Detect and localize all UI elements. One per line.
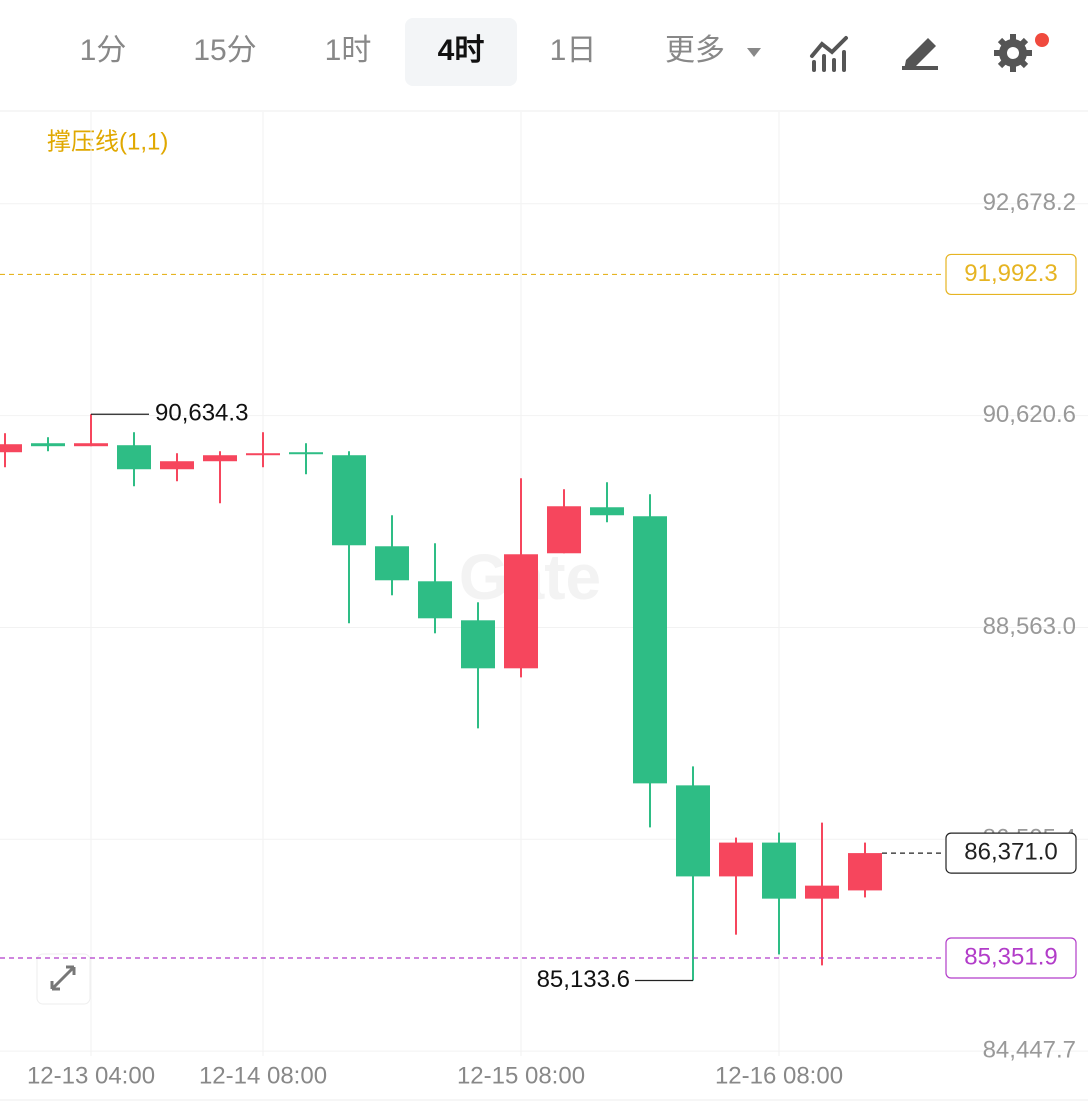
low-label: 85,133.6 [537,966,630,993]
candle-body [461,620,495,669]
expand-button[interactable] [36,953,91,1005]
y-tick-label: 92,678.2 [983,189,1076,216]
x-tick-label: 12-13 04:00 [27,1062,155,1089]
draw-icon[interactable] [902,38,938,70]
candle-body [332,455,366,546]
price-box [945,253,1077,296]
candle-body [418,581,452,619]
toolbar: 1分 15分 1时 4时 1日 更多 [80,18,725,86]
candle-body [762,842,796,899]
x-tick-label: 12-16 08:00 [715,1062,843,1089]
candle-body [31,443,65,447]
interval-tab[interactable]: 15分 [193,34,256,67]
candle-body [0,444,22,453]
y-tick-label: 84,447.7 [983,1036,1076,1063]
candle-body [719,842,753,877]
indicator-icon[interactable] [810,36,848,72]
candle-body [676,785,710,877]
candle-body [547,506,581,554]
candle-body [246,453,280,456]
candle-body [74,443,108,447]
interval-tab[interactable]: 1日 [550,34,597,67]
x-tick-label: 12-14 08:00 [199,1062,327,1089]
dropdown-caret [747,48,761,57]
high-label: 90,634.3 [155,400,248,427]
interval-tab[interactable]: 1分 [80,34,127,67]
price-box [945,832,1077,874]
candle-body [504,554,538,669]
candle-body [289,452,323,455]
settings-icon[interactable] [994,33,1049,72]
selected-tab-bg [405,18,517,86]
y-tick-label: 90,620.6 [983,401,1076,428]
price-box [945,937,1077,979]
candle-body [203,455,237,462]
candle-body [848,853,882,891]
candle-body [590,507,624,516]
price-box-label: 86,371.0 [964,838,1057,865]
candle-body [633,516,667,784]
indicator-label: 撑压线(1,1) [47,128,168,155]
price-box-label: 91,992.3 [964,260,1057,287]
interval-tab[interactable]: 4时 [438,34,485,67]
candle-body [805,885,839,899]
interval-tab[interactable]: 1时 [325,34,372,67]
x-tick-label: 12-15 08:00 [457,1062,585,1089]
more-tab[interactable]: 更多 [665,34,725,67]
candle-body [117,445,151,470]
price-box-label: 85,351.9 [964,943,1057,970]
candle-body [160,461,194,470]
y-tick-label: 88,563.0 [983,613,1076,640]
candle-body [375,546,409,581]
